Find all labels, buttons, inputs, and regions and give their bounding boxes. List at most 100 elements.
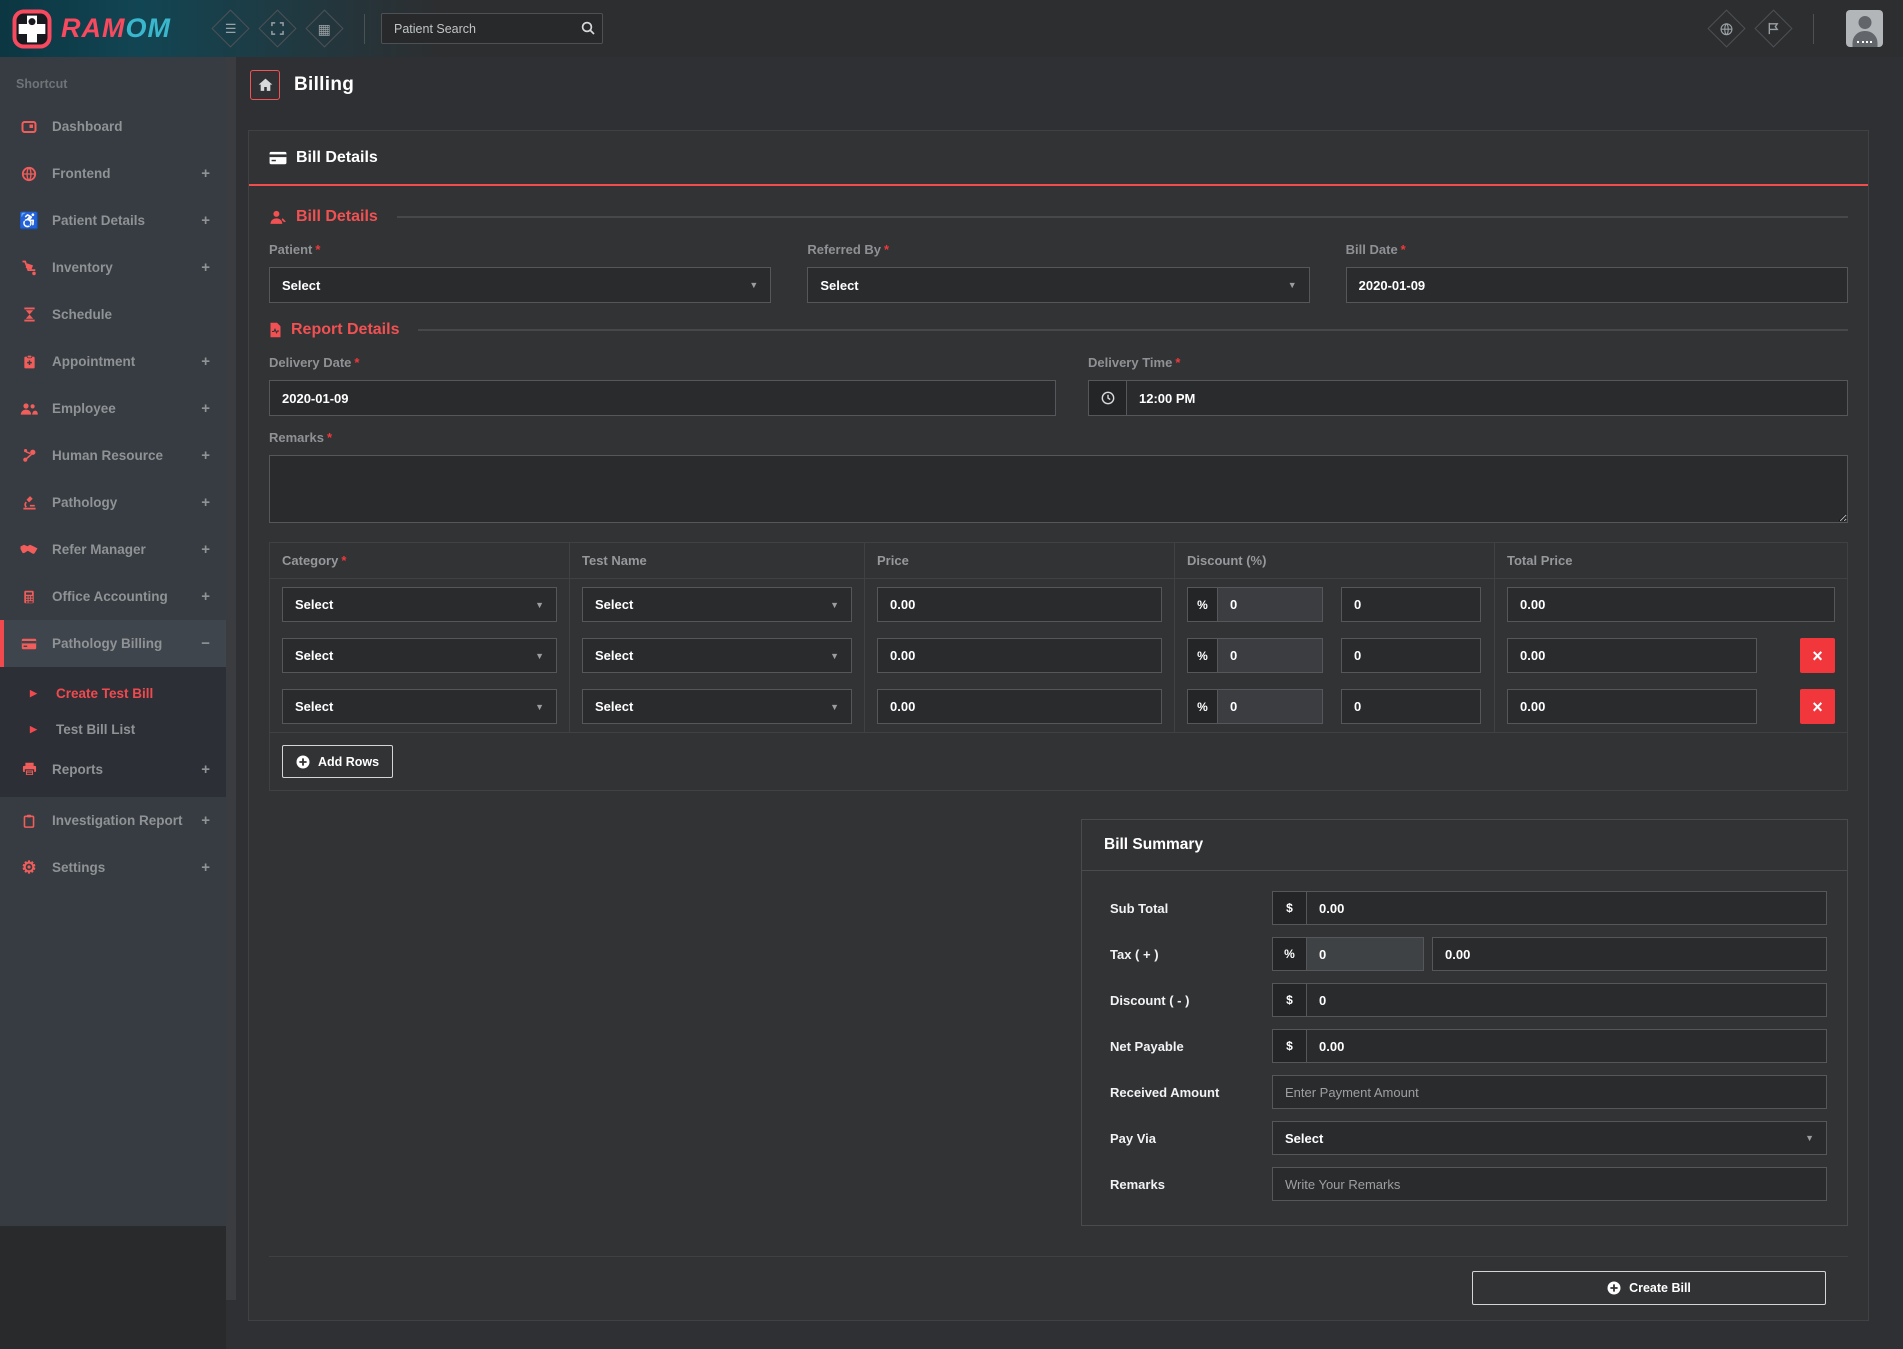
main-content: Billing Bill Details Bill Details xyxy=(226,57,1903,1349)
tax-percent-input[interactable] xyxy=(1306,937,1424,971)
discount-percent-input[interactable] xyxy=(1217,638,1323,673)
category-select[interactable]: Select ▼ xyxy=(282,689,557,724)
summary-remarks-input[interactable] xyxy=(1272,1167,1827,1201)
add-rows-button[interactable]: Add Rows xyxy=(282,745,394,778)
users-icon xyxy=(16,402,42,416)
pay-via-select[interactable]: Select ▼ xyxy=(1272,1121,1827,1155)
avatar-silhouette xyxy=(1858,16,1871,29)
user-avatar[interactable] xyxy=(1846,10,1883,47)
table-row: Select▼ Select▼ % × xyxy=(270,630,1847,681)
currency-addon: $ xyxy=(1272,1029,1306,1063)
brand-logo[interactable]: RAMOM xyxy=(12,9,171,49)
delivery-date-input[interactable] xyxy=(269,380,1056,416)
price-input[interactable] xyxy=(877,689,1162,724)
delivery-time-input[interactable] xyxy=(1126,380,1848,416)
home-icon xyxy=(258,78,273,92)
percent-addon: % xyxy=(1187,689,1217,724)
clipboard-plus-icon xyxy=(16,354,42,370)
net-payable-input[interactable] xyxy=(1306,1029,1827,1063)
submenu-item-create-test-bill[interactable]: ▶ Create Test Bill xyxy=(30,685,154,701)
test-name-select[interactable]: Select ▼ xyxy=(582,689,852,724)
required-marker: * xyxy=(341,553,347,568)
share-nodes-icon xyxy=(16,448,42,463)
required-marker: * xyxy=(1175,355,1181,370)
bill-date-input[interactable] xyxy=(1345,267,1848,303)
sidebar-item-frontend[interactable]: Frontend + xyxy=(0,150,226,197)
sidebar-item-reports[interactable]: Reports + xyxy=(0,747,226,791)
sidebar-item-settings[interactable]: ⚙ Settings + xyxy=(0,844,226,891)
navbar-divider xyxy=(1813,13,1814,44)
sidebar-item-patient-details[interactable]: ♿ Patient Details + xyxy=(0,197,226,244)
sidebar-item-refer-manager[interactable]: Refer Manager + xyxy=(0,526,226,573)
sidebar-item-appointment[interactable]: Appointment + xyxy=(0,338,226,385)
remarks-textarea[interactable] xyxy=(269,455,1848,523)
category-select[interactable]: Select ▼ xyxy=(282,587,557,622)
sub-total-input[interactable] xyxy=(1306,891,1827,925)
caret-down-icon: ▼ xyxy=(830,599,839,610)
patient-select[interactable]: Select ▼ xyxy=(269,267,772,303)
language-button[interactable] xyxy=(1707,9,1746,48)
table-row: Select▼ Select▼ % xyxy=(270,579,1847,630)
bill-details-card: Bill Details Bill Details Patient * Selec… xyxy=(248,130,1869,1321)
sidebar-item-investigation-report[interactable]: Investigation Report + xyxy=(0,797,226,844)
sidebar-item-inventory[interactable]: Inventory + xyxy=(0,244,226,291)
price-input[interactable] xyxy=(877,638,1162,673)
handshake-icon xyxy=(16,544,42,556)
microscope-icon xyxy=(16,495,42,510)
gears-icon: ⚙ xyxy=(21,857,37,877)
discount-input[interactable] xyxy=(1306,983,1827,1017)
bill-date-field: Bill Date * xyxy=(1345,242,1848,303)
currency-addon: $ xyxy=(1272,983,1306,1017)
delivery-date-field: Delivery Date * xyxy=(269,355,1056,416)
create-bill-button[interactable]: Create Bill xyxy=(1472,1271,1826,1305)
price-input[interactable] xyxy=(877,587,1162,622)
notifications-button[interactable] xyxy=(1754,9,1793,48)
remove-icon: × xyxy=(1812,645,1823,666)
sidebar-toggle-button[interactable]: ☰ xyxy=(211,9,250,48)
section-title: Bill Details xyxy=(296,208,378,225)
sidebar-item-pathology[interactable]: Pathology + xyxy=(0,479,226,526)
required-marker: * xyxy=(1400,242,1406,257)
table-row: Select▼ Select▼ % × xyxy=(270,681,1847,732)
discount-amount-input[interactable] xyxy=(1341,689,1481,724)
credit-card-icon xyxy=(269,151,287,165)
dashboard-icon xyxy=(16,119,42,135)
fullscreen-button[interactable] xyxy=(258,9,297,48)
required-marker: * xyxy=(884,242,890,257)
sidebar-item-employee[interactable]: Employee + xyxy=(0,385,226,432)
discount-percent-input[interactable] xyxy=(1217,587,1323,622)
home-button[interactable] xyxy=(250,70,280,100)
total-price-input[interactable] xyxy=(1507,638,1757,673)
caret-down-icon: ▼ xyxy=(749,280,759,290)
wheelchair-icon: ♿ xyxy=(19,212,39,230)
discount-percent-input[interactable] xyxy=(1217,689,1323,724)
sidebar-item-schedule[interactable]: Schedule xyxy=(0,291,226,338)
category-select[interactable]: Select ▼ xyxy=(282,638,557,673)
dolly-icon xyxy=(16,260,42,276)
discount-amount-input[interactable] xyxy=(1341,638,1481,673)
sidebar-item-dashboard[interactable]: Dashboard xyxy=(0,103,226,150)
content-scrollbar-track[interactable] xyxy=(226,57,236,1300)
test-items-table: Category * Test Name Price Discount (%) T… xyxy=(269,542,1848,791)
sidebar-item-pathology-billing[interactable]: Pathology Billing − xyxy=(0,620,226,667)
test-name-select[interactable]: Select ▼ xyxy=(582,587,852,622)
tax-amount-input[interactable] xyxy=(1432,937,1827,971)
apps-grid-button[interactable]: ▦ xyxy=(305,9,344,48)
received-amount-input[interactable] xyxy=(1272,1075,1827,1109)
add-rows-bar: Add Rows xyxy=(270,732,1847,790)
sidebar-item-human-resource[interactable]: Human Resource + xyxy=(0,432,226,479)
remove-row-button[interactable]: × xyxy=(1800,689,1835,724)
patient-search-input[interactable] xyxy=(381,13,603,44)
referred-by-select[interactable]: Select ▼ xyxy=(807,267,1310,303)
discount-row: Discount ( - ) $ xyxy=(1110,983,1827,1017)
sub-total-row: Sub Total $ xyxy=(1110,891,1827,925)
total-price-input[interactable] xyxy=(1507,587,1835,622)
caret-right-icon: ▶ xyxy=(30,687,37,698)
sidebar-item-office-accounting[interactable]: Office Accounting + xyxy=(0,573,226,620)
remove-row-button[interactable]: × xyxy=(1800,638,1835,673)
submenu-item-test-bill-list[interactable]: ▶ Test Bill List xyxy=(30,721,136,737)
table-header-row: Category * Test Name Price Discount (%) T… xyxy=(270,543,1847,579)
discount-amount-input[interactable] xyxy=(1341,587,1481,622)
test-name-select[interactable]: Select ▼ xyxy=(582,638,852,673)
total-price-input[interactable] xyxy=(1507,689,1757,724)
